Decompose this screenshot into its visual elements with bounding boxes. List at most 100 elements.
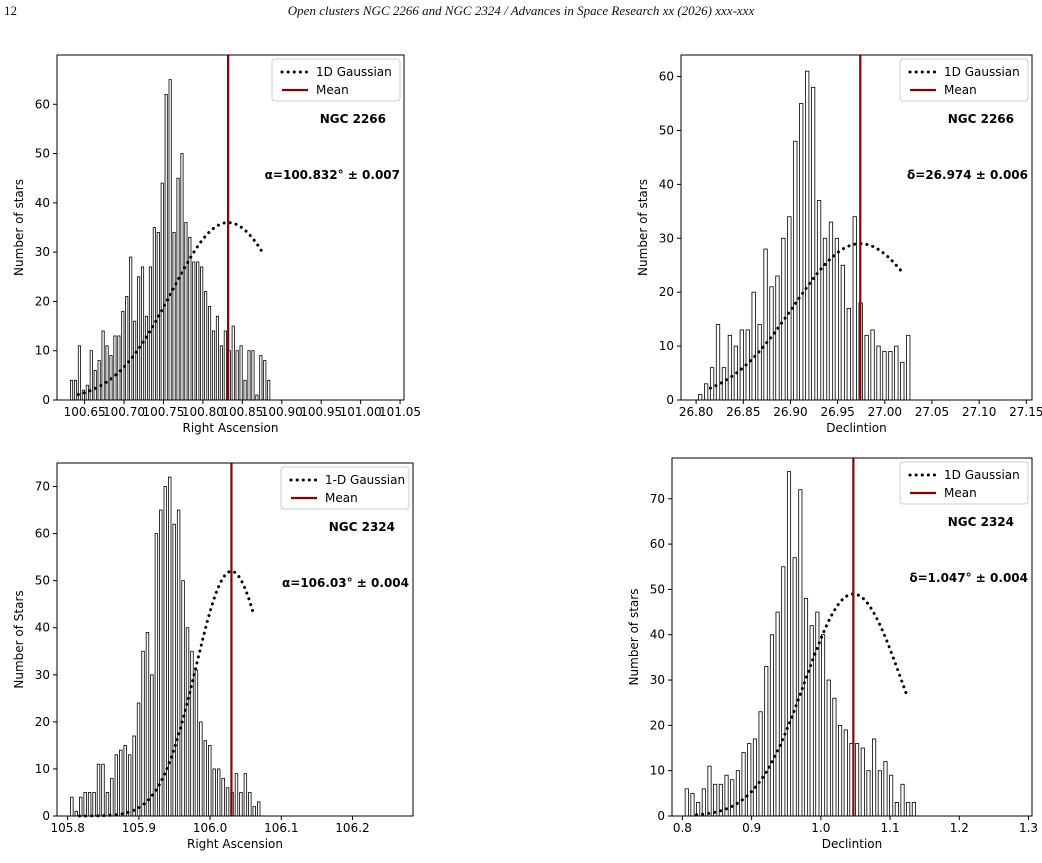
histogram-bar <box>216 768 221 817</box>
histogram-bar <box>96 763 101 817</box>
gaussian-fit-curve <box>695 592 909 817</box>
histogram-bar <box>196 261 200 401</box>
y-tick-label: 10 <box>659 339 674 353</box>
y-tick-label: 60 <box>650 537 665 551</box>
x-tick-label: 105.9 <box>122 821 156 835</box>
histogram-bar <box>136 702 141 817</box>
x-tick-label: 100.70 <box>103 405 145 419</box>
histogram-bar <box>781 566 786 817</box>
histogram-bars <box>684 471 916 817</box>
histogram-bar <box>199 721 203 817</box>
y-tick-label: 50 <box>659 123 674 137</box>
y-tick-label: 0 <box>666 393 674 407</box>
histogram-bar <box>208 305 212 401</box>
histogram-ngc2324-declination: 0.8 0.9 1.0 1.1 1.2 1.3 0 10 20 30 40 50 60 70 Declint… <box>627 457 1038 851</box>
y-tick-label: 50 <box>35 147 50 161</box>
histogram-bar <box>888 351 893 401</box>
page-header: 12 Open clusters NGC 2266 and NGC 2324 /… <box>0 0 1042 24</box>
histogram-bars <box>70 476 261 817</box>
legend: 1D Gaussian Mean <box>899 461 1029 505</box>
histogram-bar <box>93 370 97 401</box>
histogram-bar <box>866 770 871 817</box>
x-tick-label: 1.0 <box>811 821 830 835</box>
histogram-bar <box>184 222 188 401</box>
mean-value-annotation: δ=1.047° ± 0.004 <box>909 571 1028 585</box>
x-tick-label: 1.3 <box>1019 821 1038 835</box>
histogram-bar <box>883 761 888 817</box>
histogram-bar <box>798 489 803 817</box>
legend: 1D Gaussian Mean <box>271 58 401 102</box>
y-axis-label: Number of stars <box>636 179 650 276</box>
histogram-bar <box>816 200 822 401</box>
histogram-ngc2266-declination: 26.80 26.85 26.90 26.95 27.00 27.05 27.10 27.15… <box>636 54 1042 435</box>
x-axis-label: Declintion <box>826 421 886 435</box>
histogram-bar <box>83 792 87 817</box>
histogram-bar <box>252 806 256 817</box>
histogram-bar <box>211 330 216 401</box>
histogram-bar <box>900 361 905 401</box>
histogram-bar <box>757 324 762 401</box>
histogram-bar <box>117 335 121 401</box>
mean-value-annotation: α=100.832° ± 0.007 <box>265 168 400 182</box>
y-tick-label: 40 <box>35 196 50 210</box>
x-tick-label: 101.05 <box>379 405 421 419</box>
histogram-bar <box>267 379 271 401</box>
plot-frame <box>56 462 414 817</box>
histogram-bar <box>127 754 132 817</box>
histogram-bar <box>906 802 911 817</box>
histogram-bar <box>709 367 715 401</box>
histogram-bar <box>775 275 780 401</box>
histogram-bar <box>137 276 141 401</box>
histogram-bar <box>92 792 96 817</box>
histogram-bar <box>834 237 840 401</box>
x-tick-label: 101.00 <box>340 405 382 419</box>
histogram-bar <box>176 177 180 401</box>
histogram-bar <box>89 350 93 401</box>
x-tick-label: 1.1 <box>881 821 900 835</box>
histogram-bar <box>190 650 194 817</box>
histogram-bar <box>101 330 105 401</box>
histogram-bar <box>727 334 733 401</box>
histogram-bar <box>144 315 149 401</box>
histogram-bar <box>698 394 703 401</box>
x-tick-label: 106.0 <box>193 821 227 835</box>
y-tick-label: 20 <box>659 285 674 299</box>
x-tick-label: 100.65 <box>64 405 106 419</box>
histogram-bar <box>70 796 74 817</box>
cluster-label: NGC 2266 <box>320 112 386 126</box>
histogram-bar <box>730 779 735 817</box>
histogram-bar <box>159 509 163 817</box>
mean-value-annotation: δ=26.974 ± 0.006 <box>907 168 1028 182</box>
histogram-bars <box>698 70 911 401</box>
histogram-bar <box>735 770 740 817</box>
y-tick-label: 10 <box>35 344 50 358</box>
y-tick-label: 60 <box>35 97 50 111</box>
legend-gaussian-label: 1D Gaussian <box>944 65 1020 79</box>
x-tick-label: 100.95 <box>300 405 342 419</box>
histogram-bar <box>121 310 125 401</box>
histogram-bar <box>160 182 164 401</box>
histogram-bar <box>125 296 129 401</box>
histogram-ngc2266-right-ascension: 100.65100.70100.75100.80100.85100.90100.… <box>12 54 421 435</box>
histogram-bar <box>889 774 894 817</box>
histogram-bar <box>235 350 239 401</box>
x-tick-label: 27.10 <box>962 405 996 419</box>
histogram-bar <box>79 796 83 817</box>
histogram-bars <box>70 79 271 401</box>
histogram-bar <box>110 777 114 817</box>
y-tick-label: 40 <box>650 628 665 642</box>
x-tick-label: 26.95 <box>820 405 854 419</box>
histogram-bar <box>70 379 74 401</box>
histogram-bar <box>872 738 877 817</box>
histogram-bar <box>101 763 105 817</box>
histogram-bar <box>74 810 78 817</box>
histogram-bar <box>259 355 263 401</box>
histogram-bar <box>172 523 176 817</box>
histogram-bar <box>200 266 204 401</box>
histogram-bar <box>769 634 774 817</box>
histogram-bar <box>758 711 763 817</box>
y-axis-label: Number of stars <box>627 589 641 686</box>
y-tick-label: 60 <box>659 70 674 84</box>
x-tick-label: 1.2 <box>950 821 969 835</box>
y-tick-label: 10 <box>650 764 665 778</box>
